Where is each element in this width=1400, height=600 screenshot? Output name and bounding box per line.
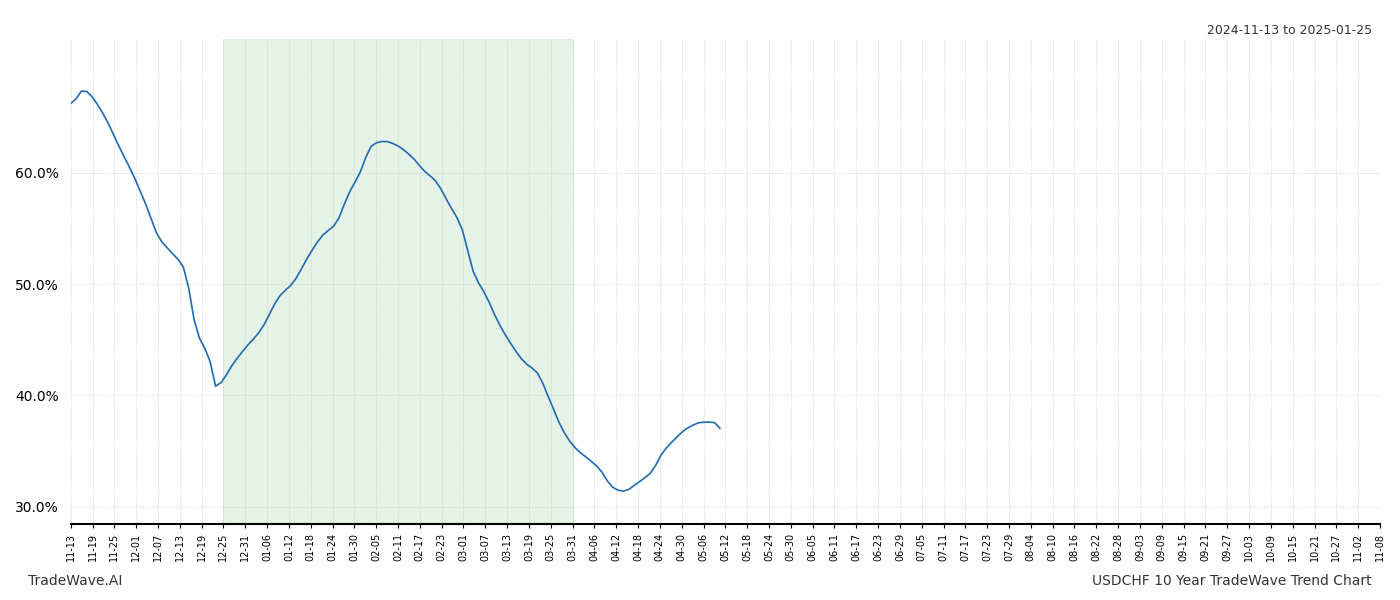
Text: 2024-11-13 to 2025-01-25: 2024-11-13 to 2025-01-25 xyxy=(1207,24,1372,37)
Bar xyxy=(224,39,573,524)
Text: USDCHF 10 Year TradeWave Trend Chart: USDCHF 10 Year TradeWave Trend Chart xyxy=(1092,574,1372,588)
Text: TradeWave.AI: TradeWave.AI xyxy=(28,574,122,588)
